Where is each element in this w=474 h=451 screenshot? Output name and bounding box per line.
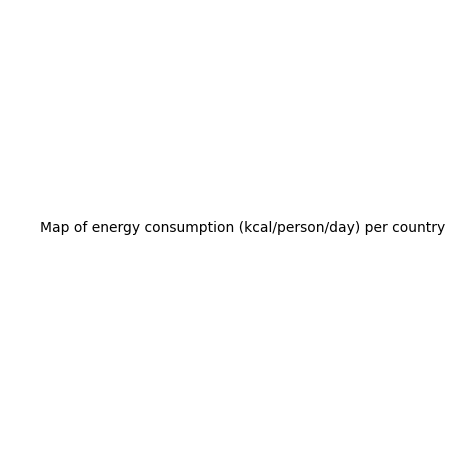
Text: Map of energy consumption (kcal/person/day) per country: Map of energy consumption (kcal/person/d…	[40, 221, 446, 235]
